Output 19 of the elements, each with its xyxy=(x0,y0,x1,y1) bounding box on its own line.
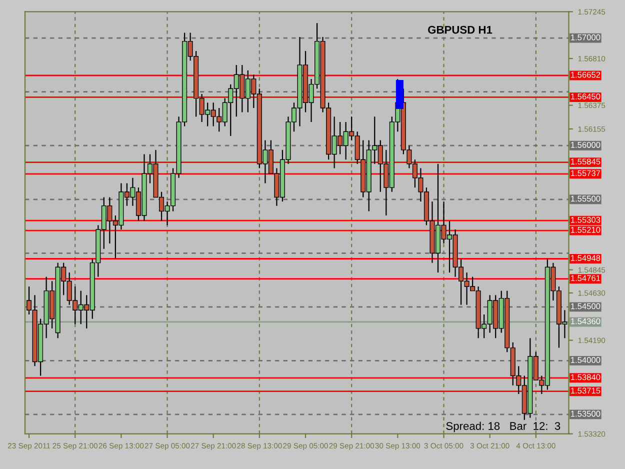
annotation: Spread: 18 Bar 12: 3 xyxy=(446,422,560,432)
ref-line-label: 1.55303 xyxy=(571,216,600,223)
ref-line-label: 1.56000 xyxy=(571,142,600,148)
ref-line-label: 1.54360 xyxy=(571,318,600,324)
ref-line-label: 1.53840 xyxy=(571,374,600,380)
ref-line-label: 1.56450 xyxy=(571,94,600,100)
ref-line-label: 1.56652 xyxy=(571,72,600,78)
ref-line-label: 1.54000 xyxy=(571,357,600,363)
ref-line-label: 1.55737 xyxy=(571,170,600,176)
ref-line-label: 1.54761 xyxy=(571,275,600,282)
ref-line-label: 1.54500 xyxy=(571,303,600,310)
ref-line-label: 1.55845 xyxy=(571,158,600,165)
text: GBPUSD H1 xyxy=(428,26,492,34)
ref-line-label: 1.57000 xyxy=(571,34,600,40)
ref-line-label: 1.53500 xyxy=(571,410,600,417)
ref-line-label: 1.54948 xyxy=(571,255,600,261)
ref-line-label: 1.55210 xyxy=(571,226,600,233)
ref-line-label: 1.53715 xyxy=(571,388,600,394)
ref-line-label: 1.55500 xyxy=(571,196,600,202)
